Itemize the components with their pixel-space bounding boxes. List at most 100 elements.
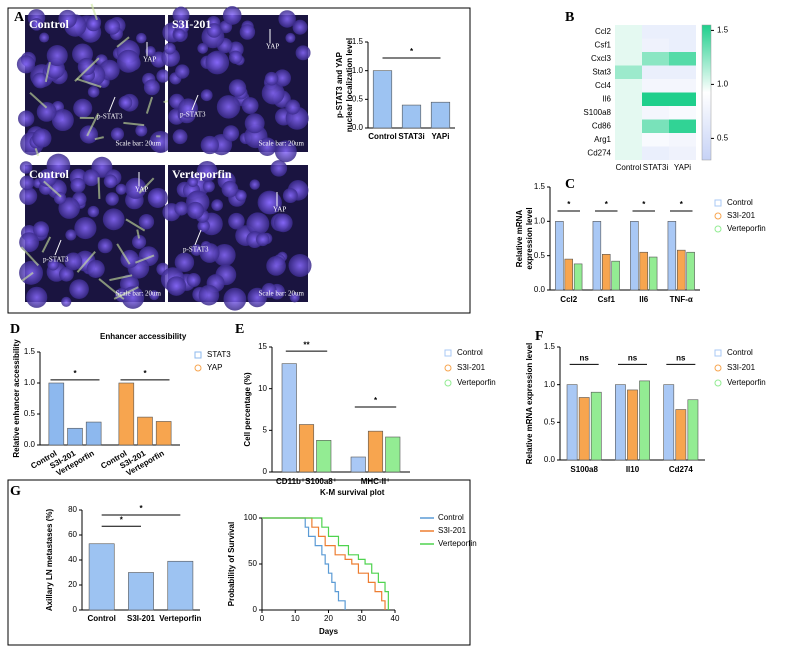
significance-label: * <box>374 396 378 405</box>
image-label: Verteporfin <box>172 167 232 181</box>
cell <box>136 32 147 44</box>
cell <box>190 244 203 256</box>
heatmap-cell <box>669 146 696 160</box>
cell <box>19 175 35 191</box>
arrow <box>194 229 202 246</box>
cell <box>257 190 282 215</box>
heatmap-cell <box>615 79 642 93</box>
fiber <box>97 177 101 200</box>
heatmap-cell <box>615 65 642 79</box>
row-label: Ccl4 <box>595 81 612 90</box>
heatmap-cell <box>642 38 669 52</box>
significance-label: * <box>642 200 646 209</box>
bar <box>137 416 153 446</box>
cell <box>87 205 100 218</box>
y-axis-label: Axillary LN metastases (%) <box>45 509 54 612</box>
cell <box>32 72 49 89</box>
scale-bar-label: Scale bar: 20um <box>259 290 305 298</box>
cell <box>47 259 59 271</box>
cell <box>172 6 190 24</box>
cell <box>257 137 277 157</box>
colorbar-tick-label: 0.5 <box>717 134 729 143</box>
significance-label: ns <box>676 353 686 362</box>
bar <box>372 70 393 129</box>
cell <box>36 101 57 122</box>
fiber <box>90 3 98 21</box>
cell <box>282 188 298 204</box>
x-tick-label: Cd274 <box>669 465 694 474</box>
legend-label: STAT3 <box>207 350 231 359</box>
cell <box>187 176 198 188</box>
heatmap-cell <box>642 52 669 66</box>
fiber <box>20 246 40 267</box>
scale-bar-label: Scale bar: 20um <box>116 290 162 298</box>
arrow <box>108 96 116 113</box>
legend-label: S3I-201 <box>727 211 756 220</box>
legend-swatch <box>194 364 202 372</box>
x-tick-label: 0 <box>260 614 265 623</box>
bar <box>401 104 422 129</box>
cell <box>246 212 270 236</box>
panel-g-frame <box>7 479 471 646</box>
panel-label: B <box>565 10 574 25</box>
marker-label: YAP <box>135 186 148 194</box>
significance-label: * <box>120 515 124 524</box>
x-tick-label: S100a8 <box>570 465 598 474</box>
row-label: Cd274 <box>587 148 611 157</box>
y-tick-label: 1.5 <box>544 342 556 351</box>
cell <box>32 128 52 148</box>
cell <box>19 232 40 253</box>
cell <box>200 135 219 155</box>
cell <box>285 99 301 115</box>
heatmap-cell <box>642 65 669 79</box>
legend-label: YAP <box>207 363 222 372</box>
bar <box>85 421 102 446</box>
significance-label: * <box>410 47 414 56</box>
y-tick-label: 1.0 <box>352 66 364 75</box>
heatmap-cell <box>669 119 696 133</box>
cell <box>116 49 140 73</box>
cell <box>199 242 220 263</box>
arrow <box>191 94 199 111</box>
marker-label: p-STAT3 <box>180 111 206 119</box>
heatmap-cell <box>669 25 696 39</box>
bar <box>430 101 451 129</box>
significance-label: * <box>680 200 684 209</box>
cell <box>216 95 241 119</box>
cell <box>147 187 168 208</box>
heatmap-cell <box>642 79 669 93</box>
y-tick-label: 0 <box>73 605 78 614</box>
x-axis-label: Days <box>319 627 339 636</box>
heatmap-cell <box>642 119 669 133</box>
bar <box>385 436 401 473</box>
significance-label: * <box>73 369 77 378</box>
panel-label: C <box>565 177 575 192</box>
x-tick-label: TNF-α <box>670 295 693 304</box>
bar <box>667 221 677 291</box>
heatmap-cell <box>669 133 696 147</box>
heatmap-cell <box>642 146 669 160</box>
cell <box>197 43 209 54</box>
cell <box>222 6 242 25</box>
x-tick-label: 30 <box>357 614 366 623</box>
fiber <box>138 177 155 194</box>
fiber <box>145 96 154 114</box>
x-tick-label: Il10 <box>626 465 640 474</box>
y-tick-label: 10 <box>258 384 267 393</box>
cell <box>87 86 100 98</box>
fiber <box>29 92 48 109</box>
significance-label: ns <box>579 353 589 362</box>
cell <box>53 192 67 205</box>
cell <box>186 272 201 288</box>
cell <box>186 201 205 220</box>
heatmap-cell <box>615 146 642 160</box>
significance-label: * <box>139 504 143 513</box>
bar <box>615 384 626 461</box>
cell <box>70 177 86 193</box>
bar <box>67 427 83 446</box>
cell <box>174 252 195 273</box>
cell <box>239 24 256 40</box>
legend-swatch <box>444 379 452 387</box>
cell <box>235 189 247 202</box>
bar <box>592 221 602 291</box>
